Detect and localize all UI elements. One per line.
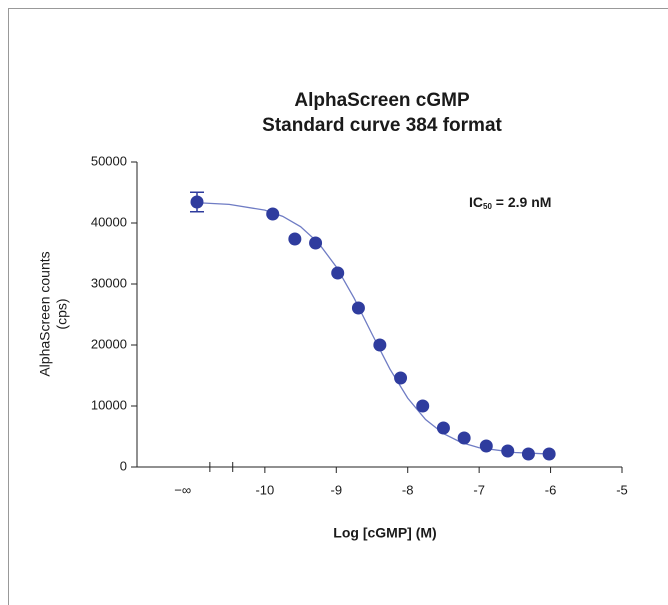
data-point bbox=[331, 266, 345, 280]
x-tick-label: -7 bbox=[473, 482, 485, 497]
data-point bbox=[457, 431, 471, 445]
data-point bbox=[521, 447, 535, 461]
data-point bbox=[436, 421, 450, 435]
data-point bbox=[288, 232, 302, 246]
x-tick-label: -6 bbox=[545, 482, 557, 497]
fit-curve bbox=[193, 201, 551, 455]
annotation-subscript: 50 bbox=[483, 202, 492, 211]
chart-subtitle: Standard curve 384 format bbox=[262, 115, 502, 136]
x-axis-label: Log [cGMP] (M) bbox=[333, 525, 436, 541]
data-point bbox=[542, 447, 556, 461]
x-tick-label: -5 bbox=[616, 482, 628, 497]
y-tick-label: 30000 bbox=[91, 275, 127, 290]
y-tick-label: 50000 bbox=[91, 153, 127, 168]
data-point bbox=[190, 195, 204, 209]
y-tick-label: 40000 bbox=[91, 214, 127, 229]
data-point bbox=[351, 301, 365, 315]
y-axis-label: (cps) bbox=[54, 298, 70, 329]
frame bbox=[8, 8, 668, 605]
annotation-rest: = 2.9 nM bbox=[492, 194, 552, 210]
data-point bbox=[501, 444, 515, 458]
data-point bbox=[416, 399, 430, 413]
data-point bbox=[266, 207, 280, 221]
data-point bbox=[373, 338, 387, 352]
annotation-text: IC bbox=[469, 194, 483, 210]
y-axis-label: AlphaScreen counts bbox=[37, 251, 53, 376]
x-tick-label: -9 bbox=[331, 482, 343, 497]
annotation: IC50 = 2.9 nM bbox=[469, 194, 551, 211]
y-tick-label: 10000 bbox=[91, 397, 127, 412]
y-tick-label: 20000 bbox=[91, 336, 127, 351]
y-tick-label: 0 bbox=[120, 458, 127, 473]
x-tick-label: -10 bbox=[255, 482, 274, 497]
data-point bbox=[309, 236, 323, 250]
x-tick-label: -8 bbox=[402, 482, 414, 497]
x-tick-label: −∞ bbox=[174, 482, 191, 497]
data-point bbox=[394, 371, 408, 385]
chart-title: AlphaScreen cGMP bbox=[294, 90, 470, 111]
data-point bbox=[479, 439, 493, 453]
